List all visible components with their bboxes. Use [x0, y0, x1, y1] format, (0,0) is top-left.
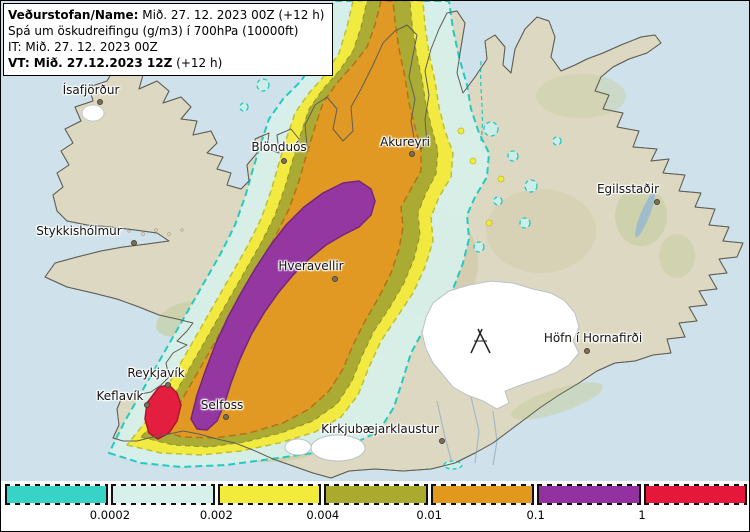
forecast-info-box: Veðurstofan/Name: Mið. 27. 12. 2023 00Z … — [3, 3, 333, 77]
glacier-eyjafjallajokull — [284, 438, 312, 456]
ash-plume — [108, 1, 490, 468]
initial-time: IT: Mið. 27. 12. 2023 00Z — [8, 40, 158, 55]
concentration-legend: 0.0002 0.002 0.004 0.01 0.1 1 — [1, 481, 749, 531]
forecast-description: Spá um öskudreifingu (g/m3) í 700hPa (10… — [8, 24, 299, 39]
lake — [635, 192, 655, 238]
legend-threshold: 0.004 — [306, 508, 340, 522]
legend-band-2 — [111, 484, 215, 505]
legend-threshold: 0.1 — [526, 508, 545, 522]
legend-band-3 — [217, 484, 322, 505]
legend-band-4 — [324, 484, 428, 505]
legend-threshold: 1 — [638, 508, 646, 522]
glaciers — [284, 280, 580, 462]
glacier-drangajokull — [81, 104, 105, 122]
valid-time: VT: Mið. 27.12.2023 12Z — [8, 56, 173, 71]
legend-band-7 — [643, 484, 747, 505]
legend-threshold: 0.0002 — [89, 508, 131, 522]
ash-band-purple — [190, 180, 376, 431]
legend-band-1 — [5, 484, 109, 505]
legend-band-6 — [537, 484, 641, 505]
legend-bars — [5, 484, 747, 505]
legend-band-5 — [430, 484, 535, 505]
ash-speckles — [239, 60, 562, 470]
tent-icon — [470, 328, 491, 354]
glacier-myrdalsjokull — [310, 434, 366, 462]
legend-threshold: 0.002 — [199, 508, 233, 522]
issuer-label: Veðurstofan/Name: — [8, 8, 139, 22]
analysis-time: Mið. 27. 12. 2023 00Z (+12 h) — [142, 8, 325, 22]
info-line-valid: VT: Mið. 27.12.2023 12Z (+12 h) — [8, 55, 325, 71]
ash-core-red — [144, 384, 182, 440]
glacier-vatnajokull — [421, 280, 580, 410]
info-line-issuer: Veðurstofan/Name: Mið. 27. 12. 2023 00Z … — [8, 7, 325, 23]
ash-band-orange — [152, 1, 422, 439]
legend-threshold: 0.01 — [416, 508, 443, 522]
valid-time-offset: (+12 h) — [176, 56, 223, 71]
